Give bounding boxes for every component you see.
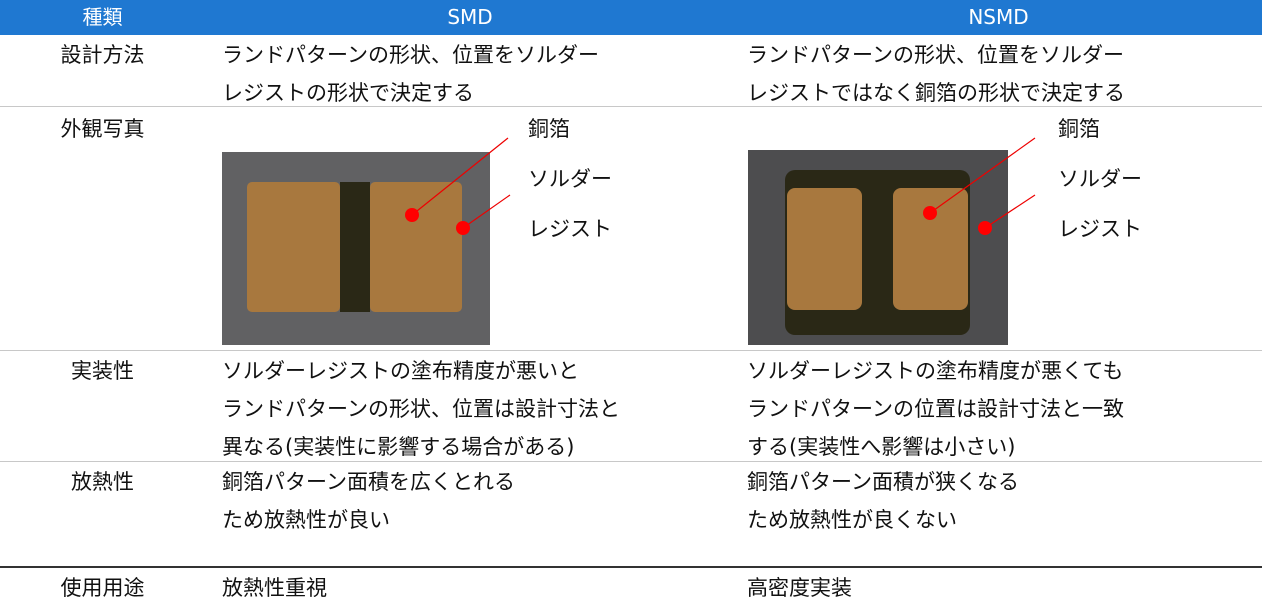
photo-label: ソルダー	[528, 167, 612, 191]
cell-line: ランドパターンの形状、位置は設計寸法と	[222, 397, 620, 421]
cell-line: 放熱性重視	[222, 576, 327, 600]
smd-cell: 放熱性重視	[222, 569, 327, 607]
cell-line: ランドパターンの形状、位置をソルダー	[222, 43, 599, 67]
cell-line: ソルダーレジストの塗布精度が悪くても	[747, 359, 1124, 383]
pointer-dot	[456, 221, 470, 235]
copper-pad	[370, 182, 462, 312]
cell-line: 異なる(実装性に影響する場合がある)	[222, 435, 575, 459]
cell-line: レジストの形状で決定する	[222, 81, 474, 105]
photo-label: 銅箔	[528, 117, 570, 141]
row-separator	[0, 461, 1262, 462]
cell-line: 銅箔パターン面積が狭くなる	[747, 470, 1019, 494]
cell-line: 銅箔パターン面積を広くとれる	[222, 470, 515, 494]
row-label: 使用用途	[60, 576, 145, 600]
photo-label: ソルダー	[1058, 167, 1142, 191]
pointer-line	[411, 137, 509, 216]
cell-line: 高密度実装	[747, 576, 852, 600]
smd-cell: ソルダーレジストの塗布精度が悪いとランドパターンの形状、位置は設計寸法と 異なる(…	[222, 352, 620, 466]
row-label: 放熱性	[71, 470, 134, 494]
nsmd-cell: 高密度実装	[747, 569, 852, 607]
nsmd-cell: ランドパターンの形状、位置をソルダー レジストではなく銅箔の形状で決定する	[747, 36, 1125, 112]
header-cell: 種類	[82, 5, 123, 29]
nsmd-cell: ソルダーレジストの塗布精度が悪くても ランドパターンの位置は設計寸法と一致 する(実…	[747, 352, 1124, 466]
smd-cell: 銅箔パターン面積を広くとれる ため放熱性が良い	[222, 463, 515, 539]
cell-line: ランドパターンの位置は設計寸法と一致	[747, 397, 1124, 421]
header-cell: SMD	[447, 5, 493, 29]
row-label: 実装性	[71, 359, 134, 383]
photo-label: レジスト	[1058, 217, 1142, 241]
cell-line: ため放熱性が良い	[222, 508, 390, 532]
pointer-dot	[405, 208, 419, 222]
copper-pad	[247, 182, 340, 312]
row-separator	[0, 106, 1262, 107]
pointer-line	[984, 194, 1036, 229]
cell-line: ソルダーレジストの塗布精度が悪いと	[222, 359, 579, 383]
cell-line: ランドパターンの形状、位置をソルダー	[747, 43, 1124, 67]
pointer-line	[929, 137, 1036, 214]
row-label: 外観写真	[60, 117, 145, 141]
row-separator	[0, 350, 1262, 351]
photo-label: レジスト	[528, 217, 612, 241]
pointer-dot	[923, 206, 937, 220]
header-row: 種類 SMD NSMD	[0, 0, 1262, 35]
pointer-line	[462, 194, 511, 229]
gap	[340, 182, 370, 312]
row-label: 設計方法	[60, 43, 145, 67]
cell-line: ため放熱性が良くない	[747, 508, 957, 532]
copper-pad	[893, 188, 968, 310]
header-cell: NSMD	[968, 5, 1029, 29]
nsmd-cell: 銅箔パターン面積が狭くなる ため放熱性が良くない	[747, 463, 1019, 539]
copper-pad	[787, 188, 862, 310]
row-separator	[0, 566, 1262, 568]
cell-line: レジストではなく銅箔の形状で決定する	[747, 81, 1125, 105]
pointer-dot	[978, 221, 992, 235]
smd-cell: ランドパターンの形状、位置をソルダー レジストの形状で決定する	[222, 36, 599, 112]
photo-label: 銅箔	[1058, 117, 1100, 141]
cell-line: する(実装性へ影響は小さい)	[747, 435, 1016, 459]
